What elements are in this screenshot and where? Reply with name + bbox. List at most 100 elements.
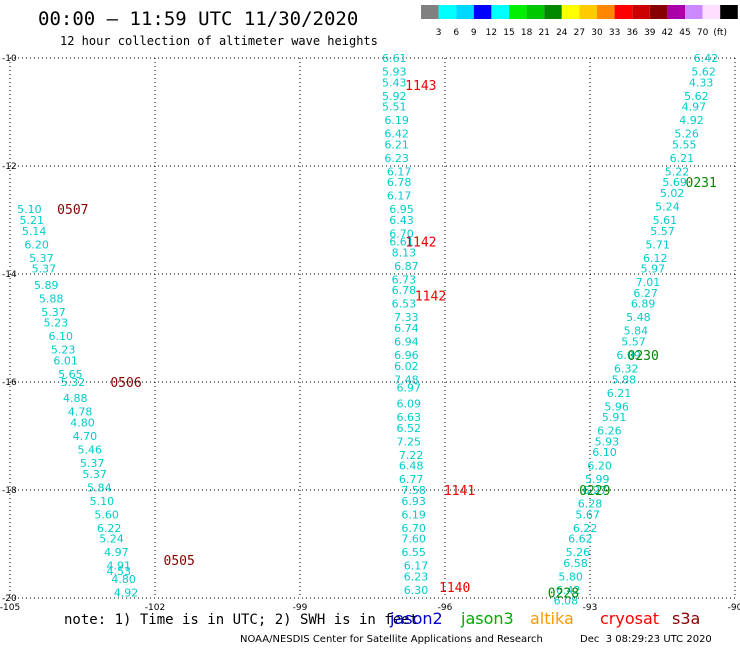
track-cryosat: 5.105.215.146.205.375.375.895.885.375.23…	[17, 203, 195, 599]
color-scale-label: 21	[538, 28, 549, 38]
color-scale-label: 15	[503, 28, 514, 38]
pass-time-label: 0505	[164, 554, 195, 569]
lon-tick-label: -96	[438, 603, 453, 613]
swh-value: 6.12	[643, 252, 668, 265]
lon-tick-label: -90	[728, 603, 740, 613]
swh-value: 5.93	[595, 435, 620, 448]
swh-value: 5.26	[566, 546, 591, 559]
swh-value: 6.01	[53, 354, 78, 367]
track-jason3: 6.425.624.335.624.974.925.265.556.215.22…	[548, 52, 718, 608]
swh-value: 6.58	[563, 557, 588, 570]
color-scale-label: 70	[697, 28, 709, 38]
color-scale-label: 18	[521, 28, 533, 38]
swh-value: 5.99	[585, 473, 610, 486]
swh-value: 5.97	[641, 263, 666, 276]
swh-value: 6.23	[384, 152, 409, 165]
color-scale-label: 3	[436, 28, 442, 38]
swh-value: 5.10	[90, 495, 115, 508]
swh-value: 6.48	[399, 460, 424, 473]
swh-value: 5.84	[87, 481, 112, 494]
legend-cryosat: cryosat	[600, 609, 660, 628]
pass-time-label: 1143	[405, 79, 436, 94]
swh-value: 6.23	[404, 570, 429, 583]
swh-value: 6.42	[384, 128, 409, 141]
swh-value: 5.22	[665, 165, 690, 178]
swh-value: 5.93	[382, 66, 407, 79]
color-scale-label: 36	[626, 28, 638, 38]
color-swatch	[579, 5, 597, 19]
swh-value: 6.95	[389, 203, 414, 216]
swh-value: 6.17	[404, 560, 429, 573]
color-scale-label: 6	[453, 28, 459, 38]
swh-value: 6.20	[24, 238, 49, 251]
swh-value: 5.37	[32, 263, 57, 276]
swh-value: 4.70	[73, 430, 98, 443]
swh-value: 4.91	[107, 560, 132, 573]
color-scale-label: 24	[556, 28, 568, 38]
swh-value: 6.27	[583, 484, 608, 497]
swh-value: 6.42	[694, 52, 719, 65]
swh-value: 6.61	[389, 236, 414, 249]
swh-value: 5.23	[44, 317, 69, 330]
swh-value: 5.37	[29, 252, 54, 265]
pass-time-label: 0229	[579, 484, 610, 499]
pass-time-label: 0506	[110, 376, 141, 391]
lat-tick-label: -10	[2, 54, 17, 64]
page-title: 00:00 – 11:59 UTC 11/30/2020	[38, 8, 359, 30]
swh-value: 6.52	[397, 422, 422, 435]
swh-value: 6.02	[394, 360, 419, 373]
swh-value: 6.61	[382, 52, 407, 65]
swh-value: 5.21	[20, 214, 45, 227]
color-swatch	[702, 5, 721, 19]
swh-value: 6.19	[401, 508, 426, 521]
swh-value: 6.27	[633, 287, 658, 300]
lat-tick-label: -16	[2, 378, 17, 388]
lat-tick-label: -20	[2, 594, 17, 604]
swh-value: 6.21	[384, 138, 409, 151]
color-swatch	[421, 5, 439, 19]
color-scale-label: 9	[471, 28, 477, 38]
swh-value: 6.22	[97, 522, 122, 535]
swh-value: 5.91	[602, 411, 627, 424]
swh-value: 7.60	[401, 533, 426, 546]
lon-tick-label: -93	[583, 603, 598, 613]
color-scale-label: 12	[486, 28, 497, 38]
swh-value: 5.43	[382, 76, 407, 89]
swh-value: 5.62	[684, 90, 709, 103]
pass-time-label: 0507	[57, 203, 88, 218]
swh-value: 6.53	[392, 298, 417, 311]
swh-value: 5.02	[660, 187, 685, 200]
color-swatch	[632, 5, 650, 19]
color-swatch	[561, 5, 580, 19]
swh-value: 5.61	[653, 214, 678, 227]
swh-value: 4.97	[104, 546, 129, 559]
swh-value: 6.78	[387, 176, 412, 189]
swh-value: 6.55	[401, 546, 426, 559]
pass-time-label: 1141	[444, 484, 475, 499]
swh-value: 5.65	[58, 368, 83, 381]
color-swatch	[597, 5, 615, 19]
swh-value: 5.88	[39, 292, 64, 305]
lon-tick-label: -105	[0, 603, 20, 613]
color-scale-label: 42	[662, 28, 673, 38]
swh-value: 4.80	[111, 573, 136, 586]
footer-timestamp: Dec 3 08:29:23 UTC 2020	[580, 634, 712, 645]
swh-value: 7.25	[397, 435, 422, 448]
swh-value: 5.57	[650, 225, 675, 238]
swh-value: 7.01	[636, 276, 661, 289]
swh-value: 5.26	[674, 128, 699, 141]
swh-value: 5.37	[80, 457, 105, 470]
swh-value: 4.53	[107, 565, 132, 578]
lat-tick-label: -18	[2, 486, 17, 496]
swh-value: 6.43	[389, 214, 414, 227]
swh-value: 4.33	[689, 76, 714, 89]
swh-value: 6.70	[401, 522, 426, 535]
color-scale-label: 45	[679, 28, 690, 38]
legend-altika: altika	[530, 609, 574, 628]
swh-value: 6.21	[670, 152, 695, 165]
color-scale-label: (ft)	[713, 28, 727, 38]
swh-value: 6.87	[394, 260, 419, 273]
color-scale-label: 30	[591, 28, 603, 38]
swh-value: 7.48	[394, 373, 419, 386]
pass-time-label: 0228	[548, 587, 579, 602]
